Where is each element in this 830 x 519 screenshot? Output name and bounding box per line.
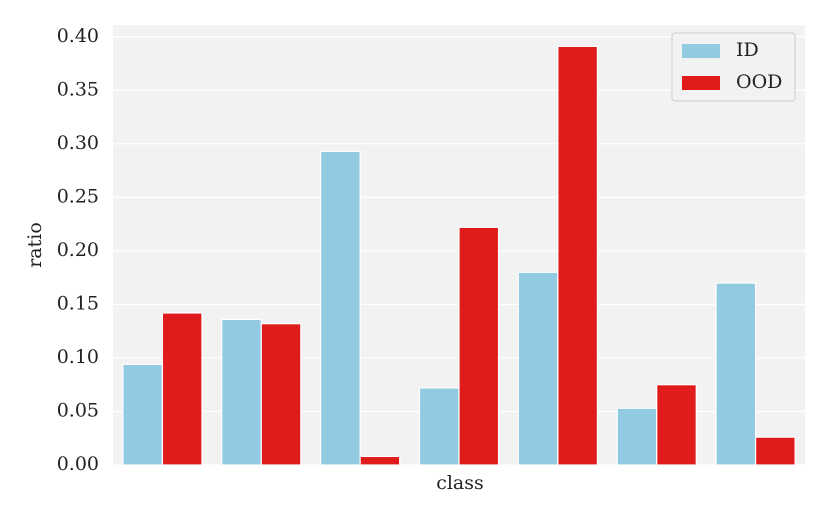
y-tick-label: 0.05 xyxy=(57,399,99,421)
y-axis-label: ratio xyxy=(24,222,46,268)
x-axis-label: class xyxy=(436,472,484,494)
y-tick-label: 0.40 xyxy=(57,25,99,47)
bar xyxy=(359,455,401,466)
bar xyxy=(754,436,796,466)
bar xyxy=(458,226,500,466)
bar xyxy=(260,323,302,466)
bar xyxy=(221,318,262,466)
bar xyxy=(557,45,598,466)
legend-label: ID xyxy=(736,39,759,61)
bar xyxy=(715,282,757,466)
y-tick-label: 0.00 xyxy=(57,453,99,475)
bar xyxy=(517,271,559,466)
legend-label: OOD xyxy=(736,71,782,93)
y-tick-label: 0.35 xyxy=(57,78,99,100)
legend-swatch xyxy=(682,76,720,90)
y-tick-label: 0.10 xyxy=(57,346,99,368)
legend-swatch xyxy=(682,44,720,58)
y-tick-label: 0.25 xyxy=(57,185,99,207)
bar xyxy=(161,312,203,466)
y-tick-label: 0.30 xyxy=(57,132,99,154)
bar xyxy=(656,384,697,466)
bar xyxy=(418,387,460,466)
bar xyxy=(320,150,361,466)
y-tick-label: 0.20 xyxy=(57,239,99,261)
bar xyxy=(122,363,164,466)
bar xyxy=(616,407,658,466)
y-tick-label: 0.15 xyxy=(57,292,99,314)
